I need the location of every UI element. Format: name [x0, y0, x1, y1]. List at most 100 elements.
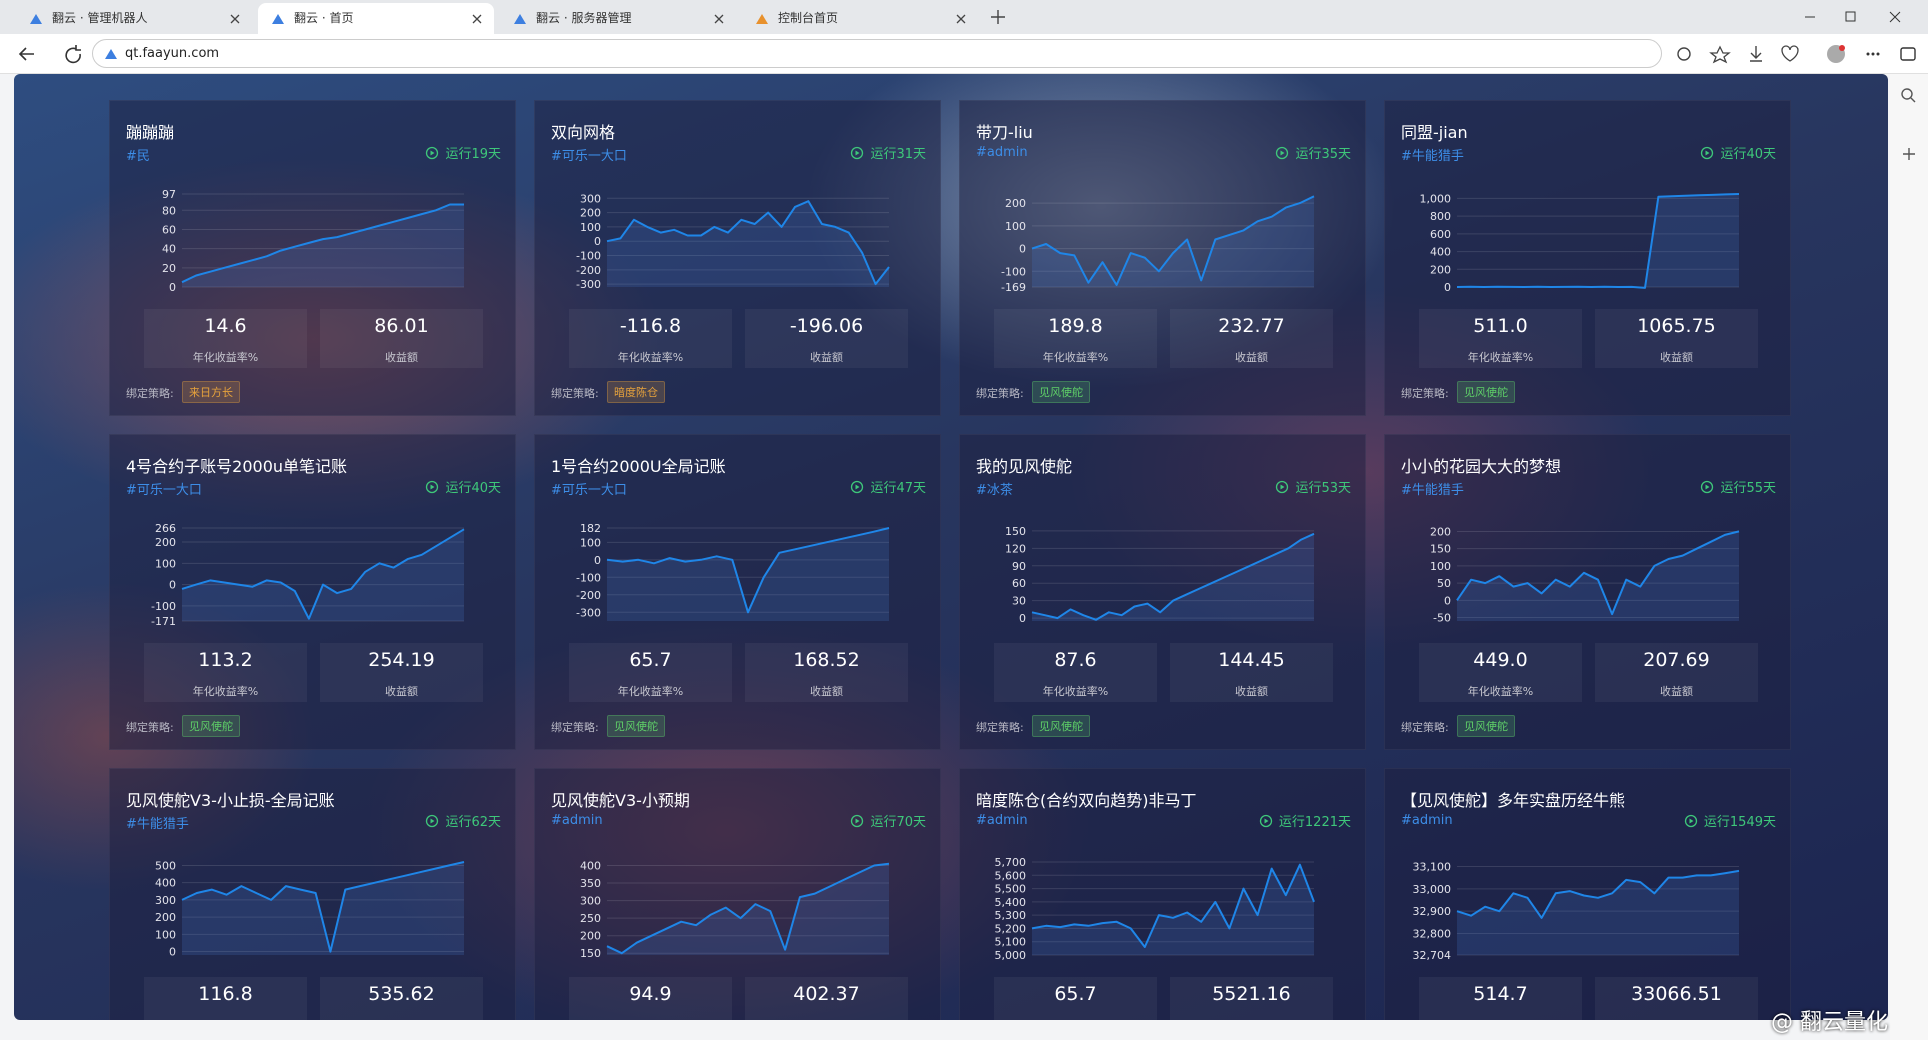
y-tick-label: 32,900: [1413, 905, 1452, 918]
sidebar: [1890, 74, 1928, 1040]
profit-box: 1065.75 收益额: [1595, 309, 1758, 368]
y-tick-label: 0: [594, 235, 601, 248]
y-tick-label: 40: [162, 243, 176, 256]
profit-label: 收益额: [385, 685, 418, 698]
strategy-badge[interactable]: 见风使舵: [1457, 715, 1515, 737]
equity-line: [181, 528, 465, 620]
y-tick-label: 5,000: [995, 949, 1027, 962]
rate-value: 94.9: [629, 983, 672, 1005]
icon-ring: [1259, 814, 1273, 828]
equity-line: [1031, 863, 1315, 948]
area: [1032, 196, 1314, 287]
y-tick-label: 100: [155, 928, 176, 941]
strategy-badge[interactable]: 暗度陈仓: [607, 381, 665, 403]
icon-shape: [30, 14, 42, 24]
owner-tag: #admin: [551, 813, 603, 828]
bot-card[interactable]: 我的见风使舵 #冰茶 运行53天 0 30 60 90 120 150 87.6 年化收益率% 144…: [959, 434, 1366, 750]
y-tick-label: 0: [1019, 243, 1026, 256]
area: [607, 201, 889, 287]
card-title: 蹦蹦蹦: [126, 123, 175, 142]
rate-box: 14.6 年化收益率%: [144, 309, 307, 368]
icon-shape: [272, 14, 284, 24]
running-days: 运行40天: [425, 477, 501, 496]
bot-card[interactable]: 暗度陈仓(合约双向趋势)非马丁 #admin 运行1221天 5,000 5,100 5,…: [959, 768, 1366, 1020]
bot-card[interactable]: 同盟-jian #牛能猎手 运行40天 0 200 400 600 800 1,000 511.0…: [1384, 100, 1791, 416]
strategy-badge[interactable]: 见风使舵: [182, 715, 240, 737]
rate-value: 116.8: [198, 983, 253, 1005]
area: [182, 529, 464, 621]
bot-card[interactable]: 【见风使舵】多年实盘历经牛熊 #admin 运行1549天 32,704 32,800 3…: [1384, 768, 1791, 1020]
icon-ring: [426, 814, 439, 828]
equity-line: [606, 527, 890, 614]
strategy-label: 绑定策略:: [976, 387, 1024, 400]
profit-value: 144.45: [1218, 649, 1285, 671]
strategy-badge[interactable]: 见风使舵: [1032, 381, 1090, 403]
bot-card[interactable]: 1号合约2000U全局记账 #可乐一大口 运行47天 -300 -200 -100 0 100…: [534, 434, 941, 750]
owner-tag: #牛能猎手: [126, 817, 189, 832]
profit-value: 254.19: [368, 649, 435, 671]
strategy-badge[interactable]: 见风使舵: [1457, 381, 1515, 403]
y-tick-label: -169: [1001, 281, 1026, 294]
equity-line: [1456, 193, 1740, 289]
tab[interactable]: 翻云 · 管理机器人: [16, 3, 252, 34]
y-tick-label: -200: [576, 264, 601, 277]
bot-card[interactable]: 4号合约子账号2000u单笔记账 #可乐一大口 运行40天 -171 -100 0 100 2…: [109, 434, 516, 750]
y-tick-label: 800: [1430, 210, 1451, 223]
rate-box: 113.2 年化收益率%: [144, 643, 307, 702]
bot-card[interactable]: 小小的花园大大的梦想 #牛能猎手 运行55天 -50 0 50 100 150 200 449.0…: [1384, 434, 1791, 750]
strategy-badge[interactable]: 见风使舵: [1032, 715, 1090, 737]
tab[interactable]: 翻云 · 首页: [258, 3, 494, 34]
toolbar-icons[interactable]: [1672, 44, 1922, 64]
running-days: 运行55天: [1700, 477, 1776, 496]
strategy-badge[interactable]: 见风使舵: [607, 715, 665, 737]
tab-title: 翻云 · 首页: [294, 11, 354, 25]
bot-card[interactable]: 见风使舵V3-小预期 #admin 运行70天 150 200 250 300 350 400 9…: [534, 768, 941, 1020]
y-tick-label: 300: [580, 895, 601, 908]
tab[interactable]: 控制台首页: [742, 3, 978, 34]
icon-play: [1280, 484, 1285, 490]
strategy-label: 绑定策略:: [126, 721, 174, 734]
tab[interactable]: 翻云 · 服务器管理: [500, 3, 736, 34]
y-tick-label: 266: [155, 522, 176, 535]
y-tick-label: 60: [162, 223, 176, 236]
bot-card[interactable]: 带刀-liu #admin 运行35天 -169 -100 0 100 200 189.8 年化收…: [959, 100, 1366, 416]
icon-ring: [851, 146, 864, 160]
y-tick-label: 100: [1005, 220, 1026, 233]
bot-card[interactable]: 双向网格 #可乐一大口 运行31天 -300 -200 -100 0 100 200 300 -11…: [534, 100, 941, 416]
sidebar-icons[interactable]: [1890, 74, 1928, 194]
strategy-label: 绑定策略:: [551, 387, 599, 400]
tab-icon: [272, 14, 284, 24]
area: [1032, 864, 1314, 955]
owner-tag: #可乐一大口: [126, 483, 202, 498]
y-tick-label: -50: [1433, 612, 1451, 625]
bot-card[interactable]: 见风使舵V3-小止损-全局记账 #牛能猎手 运行62天 0 100 200 300 400 50…: [109, 768, 516, 1020]
owner-tag: #admin: [976, 145, 1028, 160]
window-controls: [1805, 11, 1901, 23]
y-tick-label: 350: [580, 877, 601, 890]
y-tick-label: -100: [1001, 265, 1026, 278]
strategy-label: 绑定策略:: [1401, 387, 1449, 400]
icon-play: [855, 818, 860, 824]
url-box[interactable]: qt.faayun.com: [92, 39, 1662, 68]
strategy-badge[interactable]: 来日方长: [182, 381, 240, 403]
icon-play: [1705, 484, 1710, 490]
y-tick-label: 5,400: [995, 896, 1027, 909]
profit-value: 5521.16: [1212, 983, 1291, 1005]
rate-label: 年化收益率%: [192, 685, 259, 698]
y-tick-label: 200: [1005, 197, 1026, 210]
tab-icon: [756, 14, 768, 24]
area: [1457, 194, 1739, 288]
running-days: 运行19天: [425, 143, 501, 162]
bot-card[interactable]: 蹦蹦蹦 #民 运行19天 0 20 40 60 80 97 14.6 年化收益率% 86.01 收益额绑…: [109, 100, 516, 416]
profit-value: 402.37: [793, 983, 860, 1005]
close-x: [230, 14, 240, 24]
equity-chart: -169 -100 0 100 200: [1001, 195, 1315, 294]
tab-title: 翻云 · 管理机器人: [52, 11, 148, 25]
nav-buttons[interactable]: [18, 44, 198, 64]
rate-value: -116.8: [619, 315, 682, 337]
rate-value: 65.7: [1054, 983, 1097, 1005]
rate-value: 65.7: [629, 649, 672, 671]
